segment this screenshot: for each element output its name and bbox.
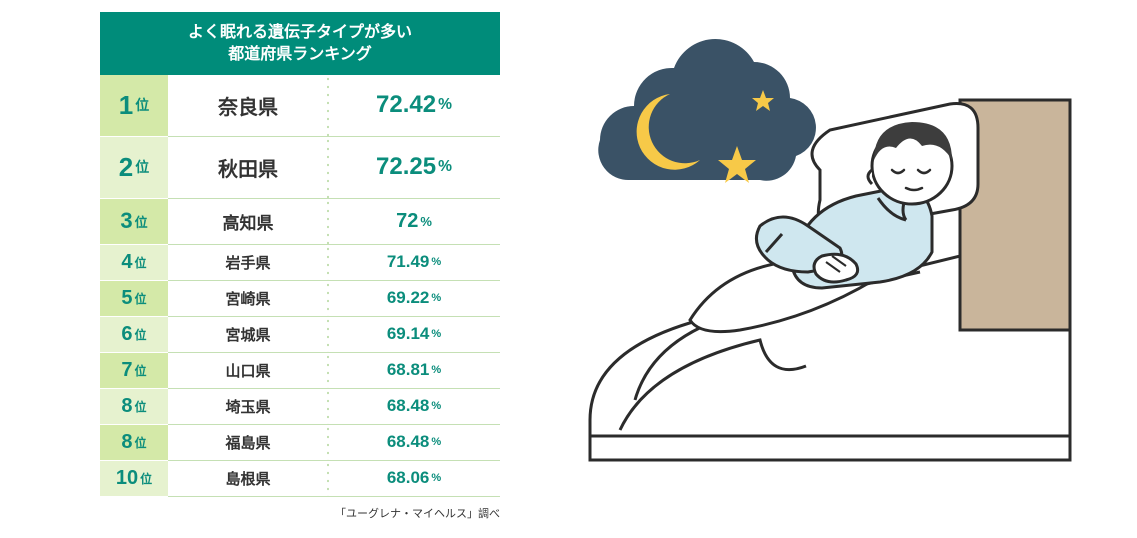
percent-cell: 68.48% <box>328 389 500 425</box>
prefecture-cell: 秋田県 <box>168 137 328 199</box>
table-row: 7位山口県68.81% <box>100 353 500 389</box>
table-row: 10位島根県68.06% <box>100 461 500 497</box>
rank-cell: 8位 <box>100 389 168 425</box>
night-cloud-icon <box>598 39 816 183</box>
sleeping-svg <box>560 20 1080 520</box>
percent-cell: 69.14% <box>328 317 500 353</box>
rank-number: 8 <box>121 431 132 454</box>
rank-number: 8 <box>121 395 132 418</box>
percent-value: 68.48 <box>387 432 430 452</box>
percent-value: 72.25 <box>376 153 436 181</box>
credit-text: 「ユーグレナ・マイヘルス」調べ <box>100 505 500 521</box>
percent-cell: 72.25% <box>328 137 500 199</box>
percent-value: 72 <box>396 210 418 233</box>
prefecture-cell: 埼玉県 <box>168 389 328 425</box>
table-row: 2位秋田県72.25% <box>100 137 500 199</box>
rank-cell: 8位 <box>100 425 168 461</box>
table-title-line2: 都道府県ランキング <box>108 44 492 66</box>
ranking-table-panel: よく眠れる遺伝子タイプが多い 都道府県ランキング 1位奈良県72.42%2位秋田… <box>100 12 500 521</box>
percent-cell: 69.22% <box>328 281 500 317</box>
rank-cell: 10位 <box>100 461 168 497</box>
percent-value: 68.48 <box>387 396 430 416</box>
table-title-line1: よく眠れる遺伝子タイプが多い <box>108 22 492 44</box>
percent-unit: % <box>420 214 432 229</box>
rank-suffix: 位 <box>135 157 149 177</box>
prefecture-cell: 山口県 <box>168 353 328 389</box>
prefecture-cell: 岩手県 <box>168 245 328 281</box>
prefecture-cell: 高知県 <box>168 199 328 245</box>
percent-unit: % <box>431 256 441 268</box>
percent-unit: % <box>431 472 441 484</box>
rank-number: 3 <box>120 208 132 234</box>
percent-unit: % <box>431 292 441 304</box>
percent-value: 69.22 <box>387 288 430 308</box>
percent-unit: % <box>438 158 452 176</box>
rank-cell: 4位 <box>100 245 168 281</box>
rank-cell: 7位 <box>100 353 168 389</box>
percent-value: 71.49 <box>387 252 430 272</box>
percent-value: 72.42 <box>376 91 436 119</box>
rank-cell: 5位 <box>100 281 168 317</box>
ear <box>868 170 872 184</box>
percent-cell: 71.49% <box>328 245 500 281</box>
percent-unit: % <box>438 96 452 114</box>
table-row: 4位岩手県71.49% <box>100 245 500 281</box>
percent-cell: 72.42% <box>328 75 500 137</box>
prefecture-cell: 島根県 <box>168 461 328 497</box>
rank-suffix: 位 <box>135 398 147 415</box>
rank-suffix: 位 <box>135 254 147 271</box>
percent-value: 68.06 <box>387 468 430 488</box>
percent-value: 69.14 <box>387 324 430 344</box>
rank-suffix: 位 <box>140 470 152 487</box>
percent-unit: % <box>431 400 441 412</box>
sleeping-illustration <box>560 20 1080 520</box>
percent-cell: 68.06% <box>328 461 500 497</box>
rank-suffix: 位 <box>135 434 147 451</box>
rank-suffix: 位 <box>135 95 149 115</box>
rank-cell: 3位 <box>100 199 168 245</box>
table-row: 1位奈良県72.42% <box>100 75 500 137</box>
rank-number: 1 <box>119 90 133 121</box>
table-row: 5位宮崎県69.22% <box>100 281 500 317</box>
ranking-rows: 1位奈良県72.42%2位秋田県72.25%3位高知県72%4位岩手県71.49… <box>100 75 500 497</box>
rank-cell: 2位 <box>100 137 168 199</box>
rank-suffix: 位 <box>135 290 147 307</box>
percent-cell: 68.48% <box>328 425 500 461</box>
prefecture-cell: 福島県 <box>168 425 328 461</box>
percent-unit: % <box>431 436 441 448</box>
percent-cell: 68.81% <box>328 353 500 389</box>
prefecture-cell: 宮城県 <box>168 317 328 353</box>
table-row: 8位福島県68.48% <box>100 425 500 461</box>
percent-cell: 72% <box>328 199 500 245</box>
rank-cell: 6位 <box>100 317 168 353</box>
percent-value: 68.81 <box>387 360 430 380</box>
rank-number: 4 <box>121 251 132 274</box>
percent-unit: % <box>431 364 441 376</box>
rank-suffix: 位 <box>135 326 147 343</box>
percent-unit: % <box>431 328 441 340</box>
table-row: 6位宮城県69.14% <box>100 317 500 353</box>
rank-suffix: 位 <box>135 362 147 379</box>
rank-cell: 1位 <box>100 75 168 137</box>
rank-number: 6 <box>121 323 132 346</box>
prefecture-cell: 奈良県 <box>168 75 328 137</box>
table-row: 8位埼玉県68.48% <box>100 389 500 425</box>
table-row: 3位高知県72% <box>100 199 500 245</box>
table-header: よく眠れる遺伝子タイプが多い 都道府県ランキング <box>100 12 500 75</box>
prefecture-cell: 宮崎県 <box>168 281 328 317</box>
rank-suffix: 位 <box>135 212 148 231</box>
rank-number: 2 <box>119 152 133 183</box>
rank-number: 5 <box>121 287 132 310</box>
rank-number: 7 <box>121 359 132 382</box>
rank-number: 10 <box>116 467 138 490</box>
